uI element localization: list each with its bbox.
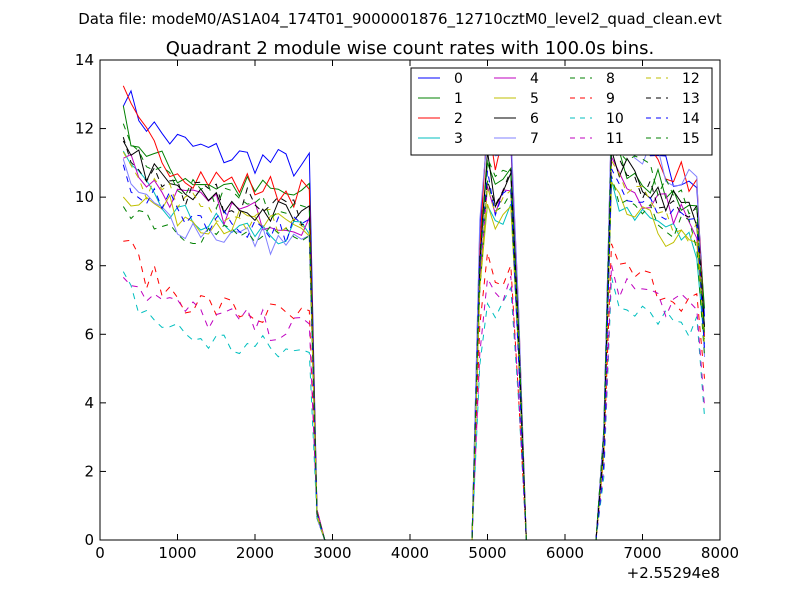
- legend-label-2: 2: [454, 111, 463, 127]
- x-tick-label: 5000: [468, 544, 506, 562]
- y-tick-label: 2: [84, 462, 94, 480]
- legend-label-0: 0: [454, 71, 463, 87]
- x-offset-label: +2.55294e8: [627, 564, 720, 582]
- legend-box: [410, 67, 713, 156]
- x-tick-label: 0: [95, 544, 105, 562]
- legend-label-4: 4: [530, 71, 539, 87]
- y-tick-label: 14: [75, 51, 94, 69]
- data-file-suptitle: Data file: modeM0/AS1A04_174T01_90000018…: [78, 10, 722, 29]
- legend-label-8: 8: [606, 71, 615, 87]
- series-line-15: [122, 123, 705, 540]
- y-tick-label: 4: [84, 394, 94, 412]
- legend-label-7: 7: [530, 131, 539, 147]
- x-tick-label: 3000: [313, 544, 351, 562]
- chart-title: Quadrant 2 module wise count rates with …: [166, 38, 655, 59]
- legend-label-6: 6: [530, 111, 539, 127]
- series-line-14: [122, 164, 705, 540]
- y-tick-label: 8: [84, 257, 94, 275]
- x-tick-label: 8000: [701, 544, 739, 562]
- legend-label-3: 3: [454, 131, 463, 147]
- series-line-11: [122, 264, 705, 540]
- legend-label-12: 12: [682, 71, 700, 87]
- series-line-12: [122, 151, 705, 540]
- legend-label-13: 13: [682, 91, 700, 107]
- y-tick-label: 0: [84, 531, 94, 549]
- legend-label-10: 10: [606, 111, 624, 127]
- x-tick-label: 2000: [236, 544, 274, 562]
- x-tick-label: 7000: [623, 544, 661, 562]
- x-tick-label: 4000: [391, 544, 429, 562]
- legend-label-9: 9: [606, 91, 615, 107]
- y-tick-label: 6: [84, 325, 94, 343]
- y-tick-label: 12: [75, 120, 94, 138]
- legend-label-5: 5: [530, 91, 539, 107]
- series-line-10: [122, 271, 705, 540]
- axis-ticks: 0 1000 2000 3000 4000 5000 6000 7000 80000246810…: [75, 51, 739, 562]
- legend-label-14: 14: [682, 111, 700, 127]
- x-tick-label: 6000: [546, 544, 584, 562]
- legend-label-15: 15: [682, 131, 700, 147]
- y-tick-label: 10: [75, 188, 94, 206]
- series-line-9: [123, 239, 705, 540]
- legend-label-11: 11: [606, 131, 624, 147]
- series-layer: [122, 85, 705, 540]
- x-tick-label: 1000: [158, 544, 196, 562]
- legend-label-1: 1: [454, 91, 463, 107]
